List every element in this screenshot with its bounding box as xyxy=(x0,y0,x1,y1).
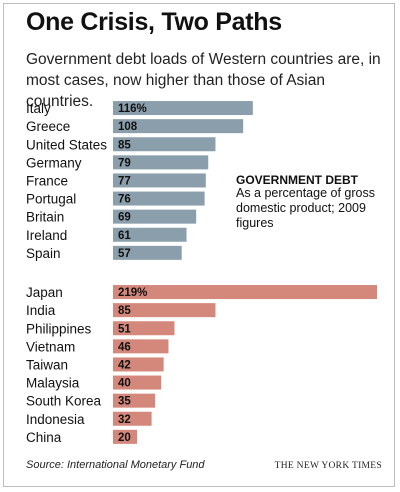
chart-title: One Crisis, Two Paths xyxy=(26,8,282,36)
bar xyxy=(113,303,216,318)
bar xyxy=(113,119,244,134)
bar xyxy=(113,321,175,336)
bar xyxy=(113,429,138,444)
value-label: 85 xyxy=(118,305,131,317)
bar xyxy=(113,411,152,426)
bar xyxy=(113,137,216,152)
category-label: Malaysia xyxy=(26,376,80,391)
category-label: India xyxy=(26,303,56,318)
value-label: 51 xyxy=(118,323,131,335)
value-label: 40 xyxy=(118,378,131,390)
value-label: 116% xyxy=(118,103,147,115)
category-label: Greece xyxy=(26,119,70,134)
value-label: 85 xyxy=(118,139,131,151)
bar xyxy=(113,101,253,116)
chart-subtitle: Government debt loads of Western countri… xyxy=(26,51,381,110)
annotation-body: As a percentage of gross domestic produc… xyxy=(236,186,375,230)
value-label: 61 xyxy=(118,230,131,242)
bar xyxy=(113,191,205,206)
category-label: Ireland xyxy=(26,228,67,243)
value-label: 79 xyxy=(118,157,131,169)
category-label: Germany xyxy=(26,155,82,170)
value-label: 42 xyxy=(118,359,131,371)
graphic-frame xyxy=(3,3,395,487)
value-label: 77 xyxy=(118,175,131,187)
credit-line: THE NEW YORK TIMES xyxy=(274,461,382,471)
category-label: Portugal xyxy=(26,192,76,207)
bar xyxy=(113,339,169,354)
category-label: Spain xyxy=(26,246,61,261)
value-label: 20 xyxy=(118,432,131,444)
bar xyxy=(113,393,156,408)
category-label: United States xyxy=(26,137,107,152)
value-label: 35 xyxy=(118,396,131,408)
category-label: Japan xyxy=(26,285,63,300)
value-label: 46 xyxy=(118,341,131,353)
category-label: Britain xyxy=(26,210,64,225)
category-label: Taiwan xyxy=(26,357,68,372)
bar xyxy=(113,357,164,372)
value-label: 69 xyxy=(118,212,131,224)
value-label: 219% xyxy=(118,287,147,299)
category-label: Vietnam xyxy=(26,339,75,354)
value-label: 108 xyxy=(118,121,138,133)
category-label: France xyxy=(26,173,68,188)
bar xyxy=(113,155,209,170)
bar xyxy=(113,375,162,390)
source-note: Source: International Monetary Fund xyxy=(26,459,205,471)
bar xyxy=(113,227,187,242)
category-label: Italy xyxy=(26,101,51,116)
bar xyxy=(113,245,182,260)
bar xyxy=(113,173,206,188)
category-label: Philippines xyxy=(26,321,92,336)
value-label: 57 xyxy=(118,248,131,260)
value-label: 32 xyxy=(118,414,131,426)
annotation-heading: GOVERNMENT DEBT xyxy=(236,173,359,187)
value-label: 76 xyxy=(118,194,131,206)
bar xyxy=(113,285,377,300)
category-label: China xyxy=(26,430,62,445)
category-label: Indonesia xyxy=(26,412,85,427)
bar xyxy=(113,209,197,224)
category-label: South Korea xyxy=(26,394,102,409)
